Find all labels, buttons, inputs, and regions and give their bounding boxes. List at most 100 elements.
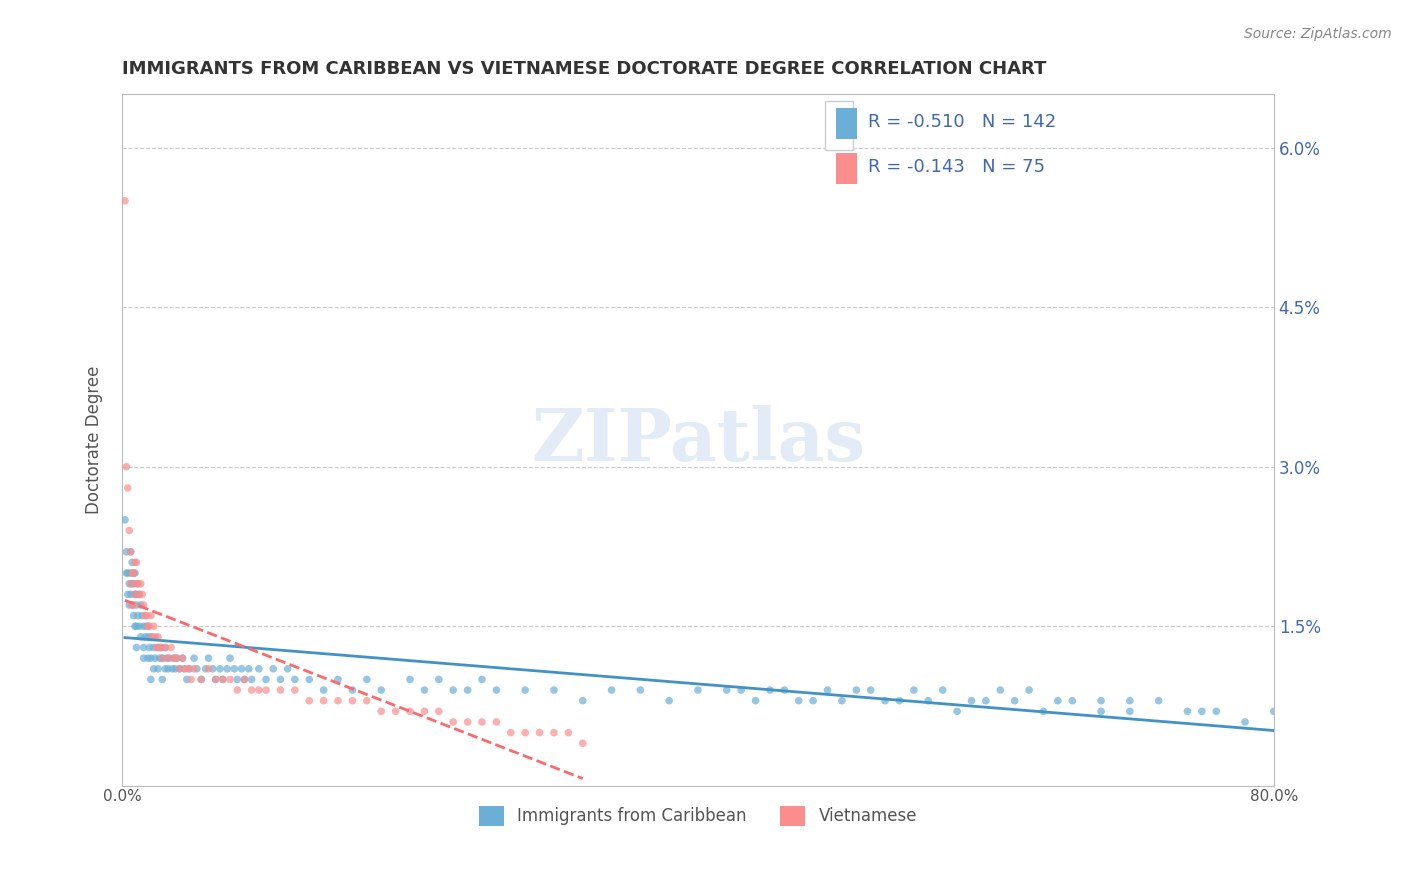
Point [817,683,839,698]
Point [183,662,205,676]
Point [148,640,170,655]
Point [515,725,537,739]
Point [173,662,195,676]
Point [211,673,233,687]
Point [1090,694,1112,708]
Point [903,683,925,698]
Point [125,640,148,655]
Point [150,651,173,665]
Point [875,694,897,708]
Point [1004,694,1026,708]
Point [759,683,782,698]
Point [1119,694,1142,708]
Point [543,683,565,698]
Point [124,587,146,601]
Point [166,651,188,665]
Point [233,673,256,687]
Legend: Immigrants from Caribbean, Vietnamese: Immigrants from Caribbean, Vietnamese [472,799,924,833]
Point [124,566,146,580]
Point [159,651,181,665]
Point [831,694,853,708]
Point [174,662,197,676]
Point [233,673,256,687]
Point [129,576,152,591]
Point [1119,704,1142,718]
Point [143,651,166,665]
FancyBboxPatch shape [837,153,856,185]
Point [557,725,579,739]
Point [217,662,239,676]
Point [132,640,155,655]
Point [146,640,169,655]
Point [165,662,187,676]
Point [121,598,143,612]
Point [298,673,321,687]
Point [889,694,911,708]
Point [211,673,233,687]
Point [142,662,165,676]
Point [169,662,191,676]
Point [136,630,159,644]
Point [162,662,184,676]
Text: 0.0%: 0.0% [103,789,142,805]
Point [148,651,170,665]
Point [917,694,939,708]
Point [988,683,1011,698]
Point [117,481,139,495]
Point [139,651,162,665]
Point [142,619,165,633]
Point [124,587,146,601]
Point [1234,714,1257,729]
Point [226,673,249,687]
Point [686,683,709,698]
Point [136,651,159,665]
Point [427,673,450,687]
Point [125,576,148,591]
Point [284,673,307,687]
Point [859,683,882,698]
Point [946,704,969,718]
Point [845,683,868,698]
Point [219,651,242,665]
Point [180,673,202,687]
Point [773,683,796,698]
Point [485,714,508,729]
Point [384,704,406,718]
Point [138,640,160,655]
Point [269,683,291,698]
Point [1205,704,1227,718]
Point [115,566,138,580]
Point [118,524,141,538]
Point [262,662,284,676]
FancyBboxPatch shape [825,102,853,150]
Point [194,662,217,676]
Point [127,576,149,591]
Point [150,651,173,665]
Point [177,662,200,676]
Point [139,630,162,644]
Point [1191,704,1213,718]
Point [142,640,165,655]
Point [226,683,249,698]
Point [156,651,179,665]
Point [284,683,307,698]
Point [658,694,681,708]
Point [471,714,494,729]
Point [413,704,436,718]
Point [157,651,180,665]
Point [716,683,738,698]
Point [132,598,155,612]
Point [124,619,146,633]
Point [190,673,212,687]
Point [145,640,167,655]
Point [143,630,166,644]
Point [298,694,321,708]
Point [960,694,983,708]
Point [125,587,148,601]
FancyBboxPatch shape [837,108,856,139]
Point [127,576,149,591]
Point [136,619,159,633]
Point [157,662,180,676]
Point [515,683,537,698]
Point [427,704,450,718]
